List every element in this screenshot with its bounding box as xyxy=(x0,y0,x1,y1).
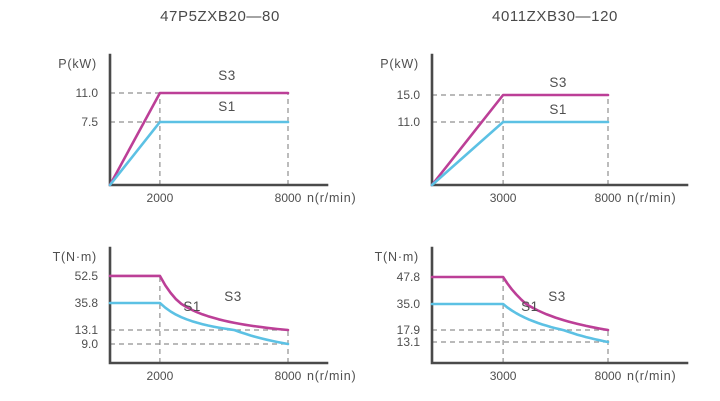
x-axis-unit-label: n(r/min) xyxy=(627,191,676,205)
torque-chart-right: S3 S1 13.117.9 35.0 47.8 3000 8000 T(N·m) n(r/mi… xyxy=(375,246,689,383)
x-tick-label: 3000 xyxy=(490,369,517,383)
series-s3-label: S3 xyxy=(548,289,566,304)
y-tick-label: 7.5 xyxy=(81,115,98,129)
y-tick-label: 47.8 xyxy=(397,270,421,284)
x-tick-label: 8000 xyxy=(595,191,622,205)
y-tick-label: 13.1 xyxy=(75,323,99,337)
model-title-right: 4011ZXB30—120 xyxy=(492,8,618,25)
axis-lines xyxy=(430,246,689,365)
series-s3-curve xyxy=(430,93,610,187)
model-title-left: 47P5ZXB20—80 xyxy=(160,8,280,25)
x-tick-label: 2000 xyxy=(147,191,174,205)
series-s1-curve xyxy=(430,120,610,187)
torque-chart-left: S3 S1 9.013.1 35.8 52.5 2000 8000 T(N·m) n(r/min… xyxy=(53,246,356,383)
series-s3-label: S3 xyxy=(549,75,567,90)
y-tick-label: 52.5 xyxy=(75,269,99,283)
axis-lines xyxy=(108,246,329,365)
series-s1-curve xyxy=(108,120,290,187)
y-axis-unit-label: T(N·m) xyxy=(375,250,419,264)
y-tick-label: 11.0 xyxy=(76,86,99,100)
x-tick-label: 8000 xyxy=(595,369,622,383)
series-s1-curve xyxy=(108,301,290,346)
series-s3-curve xyxy=(108,91,290,187)
x-axis-unit-label: n(r/min) xyxy=(307,191,356,205)
series-s1-label: S1 xyxy=(183,299,201,314)
y-axis-unit-label: T(N·m) xyxy=(53,250,97,264)
y-axis-unit-label: P(kW) xyxy=(380,57,419,71)
x-tick-label: 2000 xyxy=(147,369,174,383)
series-s1-label: S1 xyxy=(549,102,567,117)
y-tick-label: 17.9 xyxy=(397,323,421,337)
series-s1-curve xyxy=(430,302,610,344)
x-tick-label: 3000 xyxy=(490,191,517,205)
y-tick-label: 13.1 xyxy=(397,335,421,349)
series-s3-label: S3 xyxy=(224,289,242,304)
power-chart-left: S3 S1 7.5 11.0 2000 8000 P(kW) n(r/min) xyxy=(58,53,356,205)
y-tick-label: 15.0 xyxy=(397,88,421,102)
y-tick-label: 35.8 xyxy=(75,296,99,310)
y-tick-label: 9.0 xyxy=(81,337,98,351)
series-s1-label: S1 xyxy=(218,99,236,114)
x-tick-label: 8000 xyxy=(275,369,302,383)
x-axis-unit-label: n(r/min) xyxy=(627,369,676,383)
series-s1-label: S1 xyxy=(521,299,539,314)
power-chart-right: S3 S1 11.0 15.0 3000 8000 P(kW) n(r/min) xyxy=(380,53,689,205)
series-s3-curve xyxy=(430,275,610,332)
series-s3-label: S3 xyxy=(218,68,236,83)
x-tick-label: 8000 xyxy=(275,191,302,205)
x-axis-unit-label: n(r/min) xyxy=(307,369,356,383)
y-tick-label: 11.0 xyxy=(398,115,421,129)
y-axis-unit-label: P(kW) xyxy=(58,57,97,71)
y-tick-label: 35.0 xyxy=(397,297,421,311)
series-s3-curve xyxy=(108,274,290,332)
